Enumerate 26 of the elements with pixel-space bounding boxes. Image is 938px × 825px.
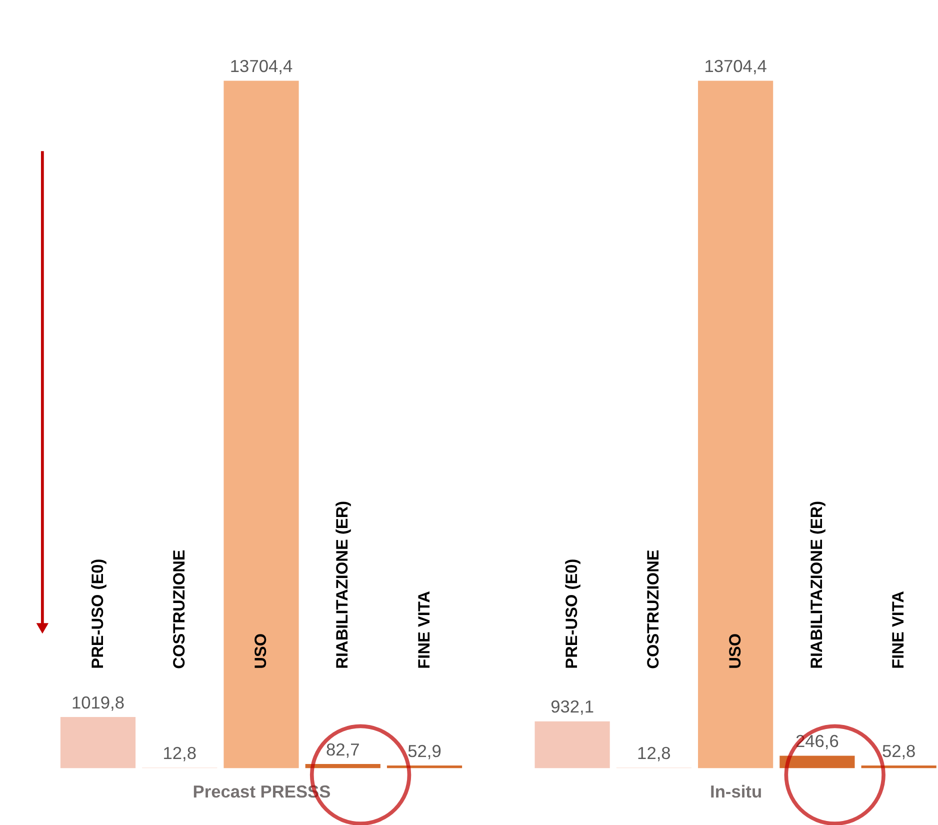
x-tick-label: USO [726, 633, 744, 669]
bar [60, 716, 136, 768]
bar [305, 764, 380, 768]
data-label: 52,9 [408, 740, 442, 761]
x-tick-label: RIABILITAZIONE (ER) [808, 500, 826, 669]
bar [698, 80, 774, 768]
data-label: 52,8 [882, 740, 916, 761]
x-tick-label: RIABILITAZIONE (ER) [334, 500, 352, 669]
data-label: 82,7 [326, 739, 360, 760]
x-tick-label: COSTRUZIONE [170, 550, 188, 669]
data-label: 12,8 [162, 742, 197, 763]
data-label: 13704,4 [230, 56, 293, 76]
bar [780, 756, 855, 768]
data-label: 13704,4 [704, 56, 768, 76]
x-tick-label: COSTRUZIONE [644, 550, 663, 669]
x-tick-label: USO [252, 633, 270, 669]
x-axis-title: In-situ [710, 782, 762, 802]
x-tick-label: FINE VITA [890, 590, 908, 669]
x-tick-label: FINE VITA [415, 590, 434, 669]
x-tick-label: PRE-USO (E0) [88, 558, 107, 669]
bar [224, 80, 299, 768]
bar [534, 721, 610, 768]
data-label: 1019,8 [71, 692, 125, 712]
x-tick-label: PRE-USO (E0) [563, 558, 582, 669]
data-label: 12,8 [637, 742, 671, 763]
data-label: 932,1 [550, 696, 594, 717]
